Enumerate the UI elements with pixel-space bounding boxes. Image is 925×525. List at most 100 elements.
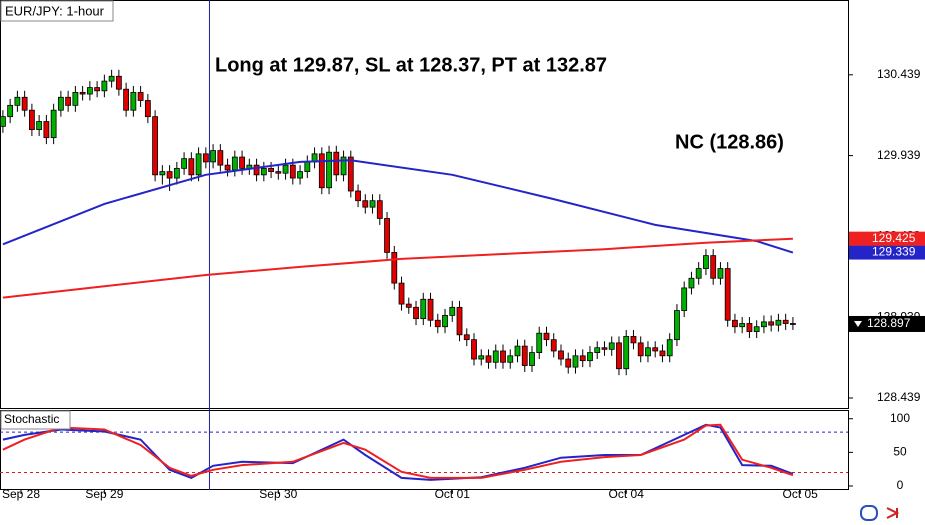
candle-body: [753, 326, 760, 332]
candle-body: [405, 303, 412, 308]
candle-body: [637, 342, 644, 357]
candle-body: [427, 298, 434, 321]
candle-body: [492, 350, 499, 363]
candle-body: [623, 336, 630, 370]
candle-body: [355, 190, 361, 202]
candle-body: [703, 255, 709, 269]
candle-body: [347, 156, 354, 192]
candle-body: [297, 171, 303, 179]
goto-end-icon[interactable]: [886, 507, 900, 519]
chart-title: EUR/JPY: 1-hour: [5, 3, 105, 18]
link-icons[interactable]: [860, 505, 900, 521]
candle-body: [231, 156, 238, 171]
candle-body: [398, 282, 405, 305]
candle-body: [761, 321, 767, 328]
candle-body: [333, 151, 340, 176]
candle-body: [521, 345, 528, 366]
candle-body: [782, 319, 789, 324]
candle-body: [478, 355, 485, 360]
time-bar: [0, 505, 850, 525]
candle-body: [463, 334, 470, 341]
candle-body: [630, 336, 637, 344]
candle-body: [384, 218, 390, 253]
x-tick-label: Sep 29: [85, 487, 123, 501]
candle-body: [253, 164, 260, 176]
candle-body: [768, 321, 775, 326]
candle-body: [173, 167, 180, 179]
candle-body: [159, 171, 166, 176]
candle-body: [790, 323, 796, 325]
candle-body: [695, 268, 702, 279]
candle-body: [739, 323, 746, 328]
candle-body: [608, 342, 615, 350]
candle-body: [376, 200, 383, 219]
last-price-tag: [849, 315, 925, 332]
moving-average: [2, 159, 794, 254]
candle-body: [420, 298, 427, 320]
x-tick-label: Oct 04: [609, 487, 645, 501]
candle-body: [775, 319, 782, 326]
candle-body: [659, 350, 666, 357]
candle-body: [536, 332, 543, 353]
last-price-label: 128.897: [867, 316, 911, 330]
candle-body: [260, 167, 267, 176]
candle-body: [413, 306, 419, 320]
candle-body: [391, 251, 398, 284]
candle-body: [144, 100, 151, 118]
candle-body: [674, 310, 680, 341]
price-tag: [849, 245, 925, 260]
y-tick-label: 128.439: [877, 390, 921, 404]
candle-body: [746, 323, 753, 332]
price-panel: [0, 0, 849, 409]
trade-annotation: Long at 129.87, SL at 128.37, PT at 132.…: [215, 54, 607, 76]
candle-body: [666, 339, 673, 357]
candle-body: [579, 355, 586, 362]
candle-body: [21, 96, 28, 111]
candle-body: [485, 355, 492, 363]
candle-body: [57, 96, 64, 111]
candle-body: [594, 347, 601, 353]
candle-body: [282, 164, 289, 174]
candle-body: [732, 319, 738, 328]
candle-body: [688, 277, 695, 289]
candle-body: [239, 156, 245, 169]
candle-body: [681, 287, 688, 311]
candle-body: [369, 200, 376, 208]
candle-body: [710, 255, 717, 279]
candle-body: [543, 332, 550, 341]
candle-body: [318, 153, 325, 189]
candle-body: [304, 161, 311, 173]
price-tag-label: 129.339: [872, 245, 916, 259]
candle-body: [166, 171, 173, 179]
x-tick-label: Sep 28: [2, 487, 40, 501]
x-tick-label: Oct 05: [782, 487, 818, 501]
candle-body: [565, 358, 572, 368]
candle-body: [449, 306, 456, 316]
candle-body: [108, 75, 115, 82]
candle-body: [362, 200, 369, 208]
candle-body: [645, 347, 651, 357]
candle-body: [101, 80, 108, 92]
candle-body: [7, 104, 14, 118]
stoch-y-tick-label: 0: [897, 478, 904, 492]
price-tag-label: 129.425: [872, 231, 916, 245]
candle-body: [434, 319, 441, 328]
candle-body: [550, 339, 557, 352]
candle-body: [601, 347, 608, 350]
candle-body: [202, 153, 209, 163]
stochastic-line: [2, 423, 794, 479]
candle-body: [65, 96, 72, 106]
candle-body: [188, 158, 195, 176]
last-price-arrow: [854, 320, 862, 327]
candle-body: [572, 355, 579, 368]
candle-body: [442, 315, 448, 328]
link-icon[interactable]: [860, 505, 878, 521]
candle-body: [115, 75, 122, 90]
x-tick-label: Sep 30: [259, 487, 297, 501]
candle-body: [717, 268, 724, 279]
y-tick-label: 130.439: [877, 67, 921, 81]
candle-body: [456, 306, 463, 336]
candle-body: [79, 92, 86, 95]
candle-body: [507, 355, 514, 363]
